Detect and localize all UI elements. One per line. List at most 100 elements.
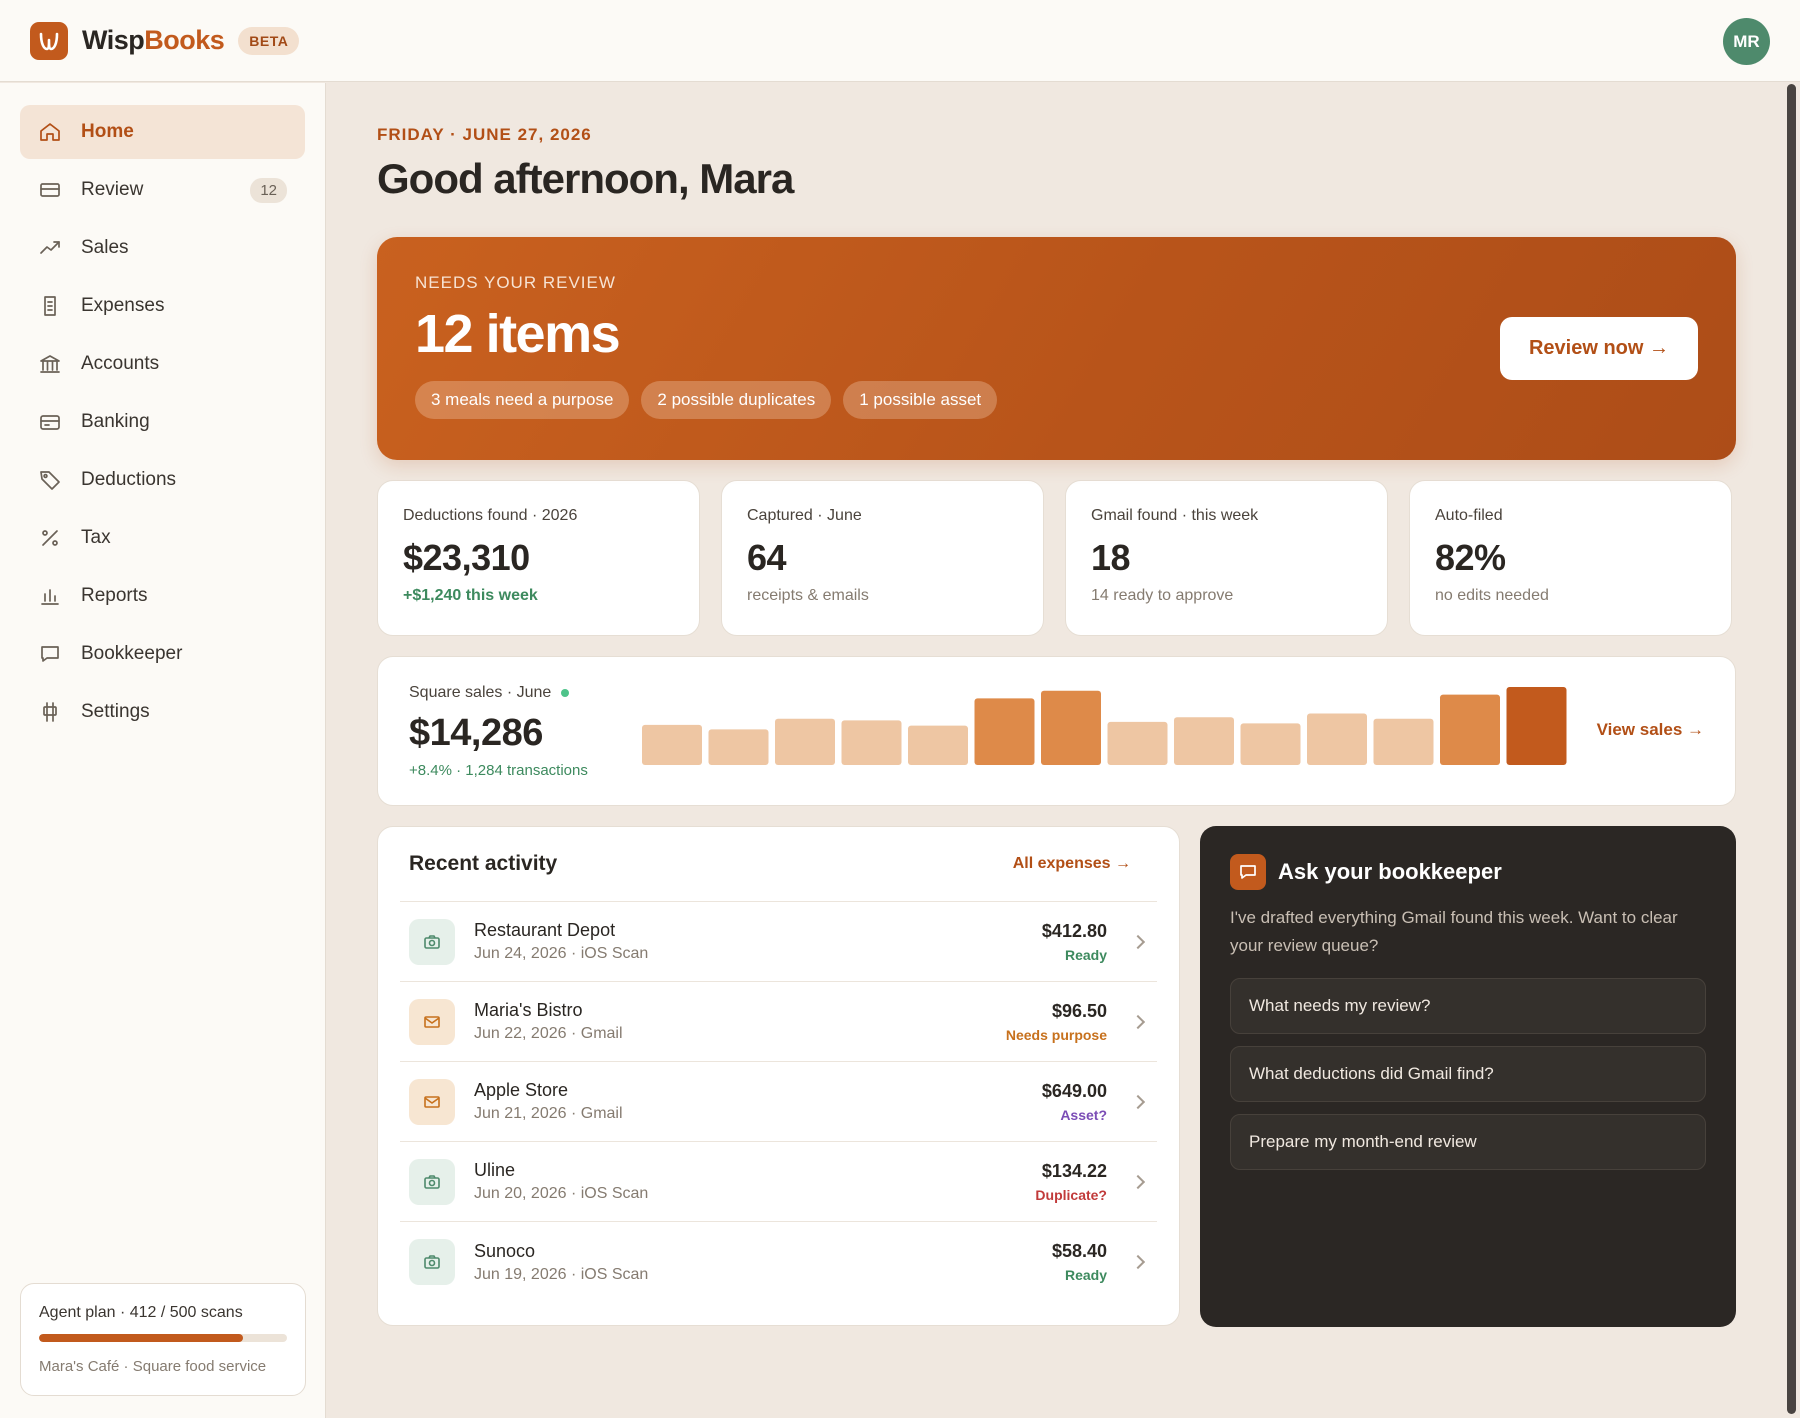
sales-bar[interactable] (1440, 694, 1500, 765)
row-text: Uline Jun 20, 2026 · iOS Scan (474, 1160, 648, 1203)
sidebar-item-sales[interactable]: Sales (20, 221, 305, 275)
sales-sub: +8.4% · 1,284 transactions (409, 762, 588, 779)
sidebar-item-bookkeeper[interactable]: Bookkeeper (20, 627, 305, 681)
top-bar: WispBooks BETA MR (0, 0, 1800, 82)
activity-row[interactable]: Apple Store Jun 21, 2026 · Gmail $649.00 As… (400, 1062, 1157, 1142)
sidebar: Home Review 12 Sales Expenses Accounts Banking… (0, 83, 326, 1418)
chevron-right-icon (1130, 934, 1146, 949)
tag-icon (38, 468, 62, 492)
brand-name[interactable]: WispBooks (82, 25, 225, 56)
chip-asset[interactable]: 1 possible asset (843, 381, 998, 419)
sidebar-item-banking[interactable]: Banking (20, 395, 305, 449)
sidebar-item-label: Tax (81, 527, 111, 548)
hero-count: 12 items (415, 304, 621, 364)
all-expenses-link[interactable]: All expenses → (1012, 855, 1131, 872)
view-sales-link[interactable]: View sales → (1596, 720, 1704, 739)
sales-bar[interactable] (908, 725, 968, 765)
sales-bar[interactable] (841, 720, 902, 765)
sidebar-item-label: Banking (81, 411, 150, 432)
plan-card[interactable]: Agent plan · 412 / 500 scans Mara's Café… (20, 1283, 306, 1396)
merchant-name: Uline (474, 1160, 516, 1180)
sales-bar[interactable] (1307, 713, 1367, 765)
stat-label: Captured · June (747, 507, 862, 524)
ask-title: Ask your bookkeeper (1278, 859, 1502, 884)
sales-bar[interactable] (775, 718, 835, 765)
stat-captured[interactable]: Captured · June 64 receipts & emails (721, 480, 1044, 636)
bar-chart-icon (38, 584, 62, 608)
row-amount: $96.50 (1051, 1000, 1107, 1021)
row-text: Restaurant Depot Jun 24, 2026 · iOS Scan (474, 920, 648, 963)
sidebar-item-deductions[interactable]: Deductions (20, 453, 305, 507)
sales-bar[interactable] (642, 724, 702, 765)
row-text: Maria's Bistro Jun 22, 2026 · Gmail (474, 1000, 623, 1043)
row-amount: $58.40 (1051, 1241, 1107, 1261)
page-title: Good afternoon, Mara (377, 155, 794, 202)
activity-header: Recent activity All expenses → (400, 827, 1157, 902)
merchant-name: Apple Store (474, 1080, 569, 1100)
row-text: Sunoco Jun 19, 2026 · iOS Scan (474, 1241, 648, 1284)
logo-icon[interactable] (30, 21, 68, 60)
camera-icon (409, 918, 455, 965)
sidebar-item-expenses[interactable]: Expenses (20, 279, 305, 333)
user-avatar[interactable]: MR (1723, 18, 1770, 65)
chip-meals[interactable]: 3 meals need a purpose (415, 381, 630, 419)
stat-sub: no edits needed (1435, 587, 1549, 604)
sales-bar[interactable] (1240, 723, 1301, 765)
review-count-badge: 12 (250, 177, 287, 203)
plan-usage-fill (39, 1334, 244, 1342)
stat-label: Gmail found · this week (1091, 507, 1259, 524)
sales-bar[interactable] (1107, 721, 1168, 765)
sidebar-item-review[interactable]: Review 12 (20, 163, 305, 217)
suggestion-deductions[interactable]: What deductions did Gmail find? (1230, 1046, 1706, 1102)
sales-bar[interactable] (1373, 718, 1434, 765)
mail-icon (409, 1078, 455, 1125)
sales-bar[interactable] (1041, 690, 1101, 765)
row-status: Ready (1064, 946, 1107, 963)
stat-autofiled[interactable]: Auto-filed 82% no edits needed (1409, 480, 1732, 636)
sidebar-item-accounts[interactable]: Accounts (20, 337, 305, 391)
sidebar-item-label: Bookkeeper (81, 643, 183, 664)
chevron-right-icon (1130, 1174, 1146, 1189)
sales-bar[interactable] (1506, 687, 1567, 765)
sales-bar[interactable] (1174, 717, 1234, 765)
row-status: Ready (1064, 1267, 1107, 1283)
sidebar-item-label: Settings (81, 701, 150, 722)
activity-row[interactable]: Uline Jun 20, 2026 · iOS Scan $134.22 Dupli… (400, 1142, 1157, 1222)
sidebar-item-label: Deductions (81, 469, 177, 490)
row-right: $58.40 Ready (1052, 1241, 1107, 1283)
sales-value: $14,286 (409, 712, 543, 754)
review-hero-card: NEEDS YOUR REVIEW 12 items 3 meals need … (377, 237, 1736, 460)
sales-bar[interactable] (974, 698, 1035, 765)
inbox-icon (38, 178, 62, 202)
camera-icon (409, 1158, 455, 1205)
activity-list: Restaurant Depot Jun 24, 2026 · iOS Scan $… (400, 902, 1157, 1302)
chip-duplicates[interactable]: 2 possible duplicates (641, 381, 832, 419)
sidebar-item-home[interactable]: Home (20, 105, 305, 159)
stat-label: Deductions found · 2026 (403, 507, 578, 524)
sales-bar[interactable] (708, 729, 769, 765)
activity-row[interactable]: Sunoco Jun 19, 2026 · iOS Scan $58.40 Ready (400, 1222, 1157, 1302)
sidebar-item-reports[interactable]: Reports (20, 569, 305, 623)
suggestion-month-end[interactable]: Prepare my month-end review (1230, 1114, 1706, 1170)
receipt-icon (38, 294, 62, 318)
review-now-button[interactable]: Review now → (1500, 317, 1698, 380)
chevron-right-icon (1130, 1014, 1146, 1029)
ask-header: Ask your bookkeeper (1230, 854, 1706, 890)
suggestion-review[interactable]: What needs my review? (1230, 978, 1706, 1034)
sidebar-item-settings[interactable]: Settings (20, 685, 305, 739)
row-meta: Jun 22, 2026 · Gmail (474, 1025, 623, 1042)
activity-row[interactable]: Maria's Bistro Jun 22, 2026 · Gmail $96.50… (400, 982, 1157, 1062)
stat-deductions[interactable]: Deductions found · 2026 $23,310 +$1,240 … (377, 480, 700, 636)
sidebar-item-tax[interactable]: Tax (20, 511, 305, 565)
lower-row: Recent activity All expenses → Restauran… (377, 826, 1737, 1327)
stat-gmail[interactable]: Gmail found · this week 18 14 ready to a… (1065, 480, 1388, 636)
scrollbar-thumb[interactable] (1787, 84, 1796, 1414)
chevron-right-icon (1130, 1254, 1146, 1270)
page-scrollbar[interactable] (1787, 84, 1796, 1414)
sales-label: Square sales · June (409, 684, 570, 702)
chat-icon (1230, 854, 1266, 890)
activity-row[interactable]: Restaurant Depot Jun 24, 2026 · iOS Scan $… (400, 902, 1157, 982)
sliders-icon (38, 700, 62, 724)
row-status: Duplicate? (1035, 1186, 1107, 1203)
stat-sub: 14 ready to approve (1091, 587, 1234, 604)
